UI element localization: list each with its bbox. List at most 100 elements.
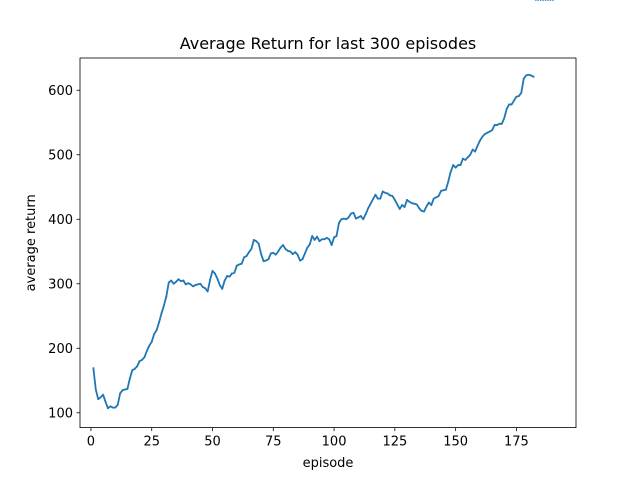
data-point (530, 75, 532, 77)
data-point (270, 253, 272, 255)
data-point (280, 247, 282, 249)
data-point (304, 253, 306, 255)
data-point (139, 360, 141, 362)
data-point (95, 389, 97, 391)
data-point (503, 117, 505, 119)
data-point (112, 407, 114, 409)
data-point (294, 251, 296, 253)
data-point (523, 78, 525, 80)
data-point (219, 284, 221, 286)
data-point (178, 278, 180, 280)
data-point (513, 100, 515, 102)
data-point (399, 208, 401, 210)
data-point (379, 198, 381, 200)
data-point (484, 133, 486, 135)
data-point (489, 131, 491, 133)
data-point (246, 255, 248, 257)
data-point (467, 156, 469, 158)
data-point (292, 253, 294, 255)
data-point (289, 251, 291, 253)
data-point (491, 129, 493, 131)
data-point (350, 213, 352, 215)
data-point (277, 251, 279, 253)
data-point (384, 192, 386, 194)
data-point (421, 210, 423, 212)
data-point (216, 278, 218, 280)
data-point (165, 296, 167, 298)
x-tick-label: 100 (322, 435, 347, 450)
data-point (316, 236, 318, 238)
data-point (175, 281, 177, 283)
data-point (302, 258, 304, 260)
data-point (197, 284, 199, 286)
data-point (119, 393, 121, 395)
data-point (248, 251, 250, 253)
data-point (190, 284, 192, 286)
data-point (511, 104, 513, 106)
data-point (251, 248, 253, 250)
data-point (389, 194, 391, 196)
data-point (265, 260, 267, 262)
data-point (518, 95, 520, 97)
data-point (131, 369, 133, 371)
data-point (275, 254, 277, 256)
y-tick-label: 500 (48, 148, 73, 163)
data-point (377, 198, 379, 200)
data-point (321, 238, 323, 240)
data-point (462, 158, 464, 160)
data-point (406, 199, 408, 201)
y-tick-label: 400 (48, 213, 73, 228)
data-point (353, 212, 355, 214)
data-point (520, 92, 522, 94)
data-point (394, 199, 396, 201)
data-point (413, 203, 415, 205)
data-point (496, 124, 498, 126)
data-point (362, 218, 364, 220)
data-point (333, 236, 335, 238)
data-point (134, 368, 136, 370)
x-tick-label: 150 (443, 435, 468, 450)
data-point (202, 286, 204, 288)
data-point (452, 164, 454, 166)
x-tick-label: 175 (504, 435, 529, 450)
data-point (525, 75, 527, 77)
data-point (440, 190, 442, 192)
data-point (328, 238, 330, 240)
data-point (287, 250, 289, 252)
data-point (209, 279, 211, 281)
data-point (114, 407, 116, 409)
data-point (382, 191, 384, 193)
data-point (105, 401, 107, 403)
x-tick-label: 0 (87, 435, 95, 450)
data-point (272, 252, 274, 254)
data-point (472, 149, 474, 151)
data-point (455, 167, 457, 169)
data-point (319, 240, 321, 242)
data-point (438, 195, 440, 197)
data-point (109, 405, 111, 407)
data-point (435, 196, 437, 198)
data-point (238, 264, 240, 266)
data-point (236, 265, 238, 267)
data-point (185, 284, 187, 286)
data-point (477, 145, 479, 147)
data-point (122, 389, 124, 391)
data-point (180, 280, 182, 282)
data-point (253, 239, 255, 241)
data-point (192, 285, 194, 287)
data-point (469, 154, 471, 156)
data-point (148, 345, 150, 347)
data-point (481, 136, 483, 138)
data-point (479, 140, 481, 142)
data-point (107, 407, 109, 409)
data-point (255, 240, 257, 242)
data-point (100, 396, 102, 398)
y-tick-label: 600 (48, 84, 73, 99)
data-point (430, 204, 432, 206)
data-point (323, 238, 325, 240)
data-point (117, 404, 119, 406)
data-point (460, 164, 462, 166)
data-point (360, 215, 362, 217)
data-point (533, 76, 535, 78)
x-axis-label: episode (303, 456, 354, 471)
